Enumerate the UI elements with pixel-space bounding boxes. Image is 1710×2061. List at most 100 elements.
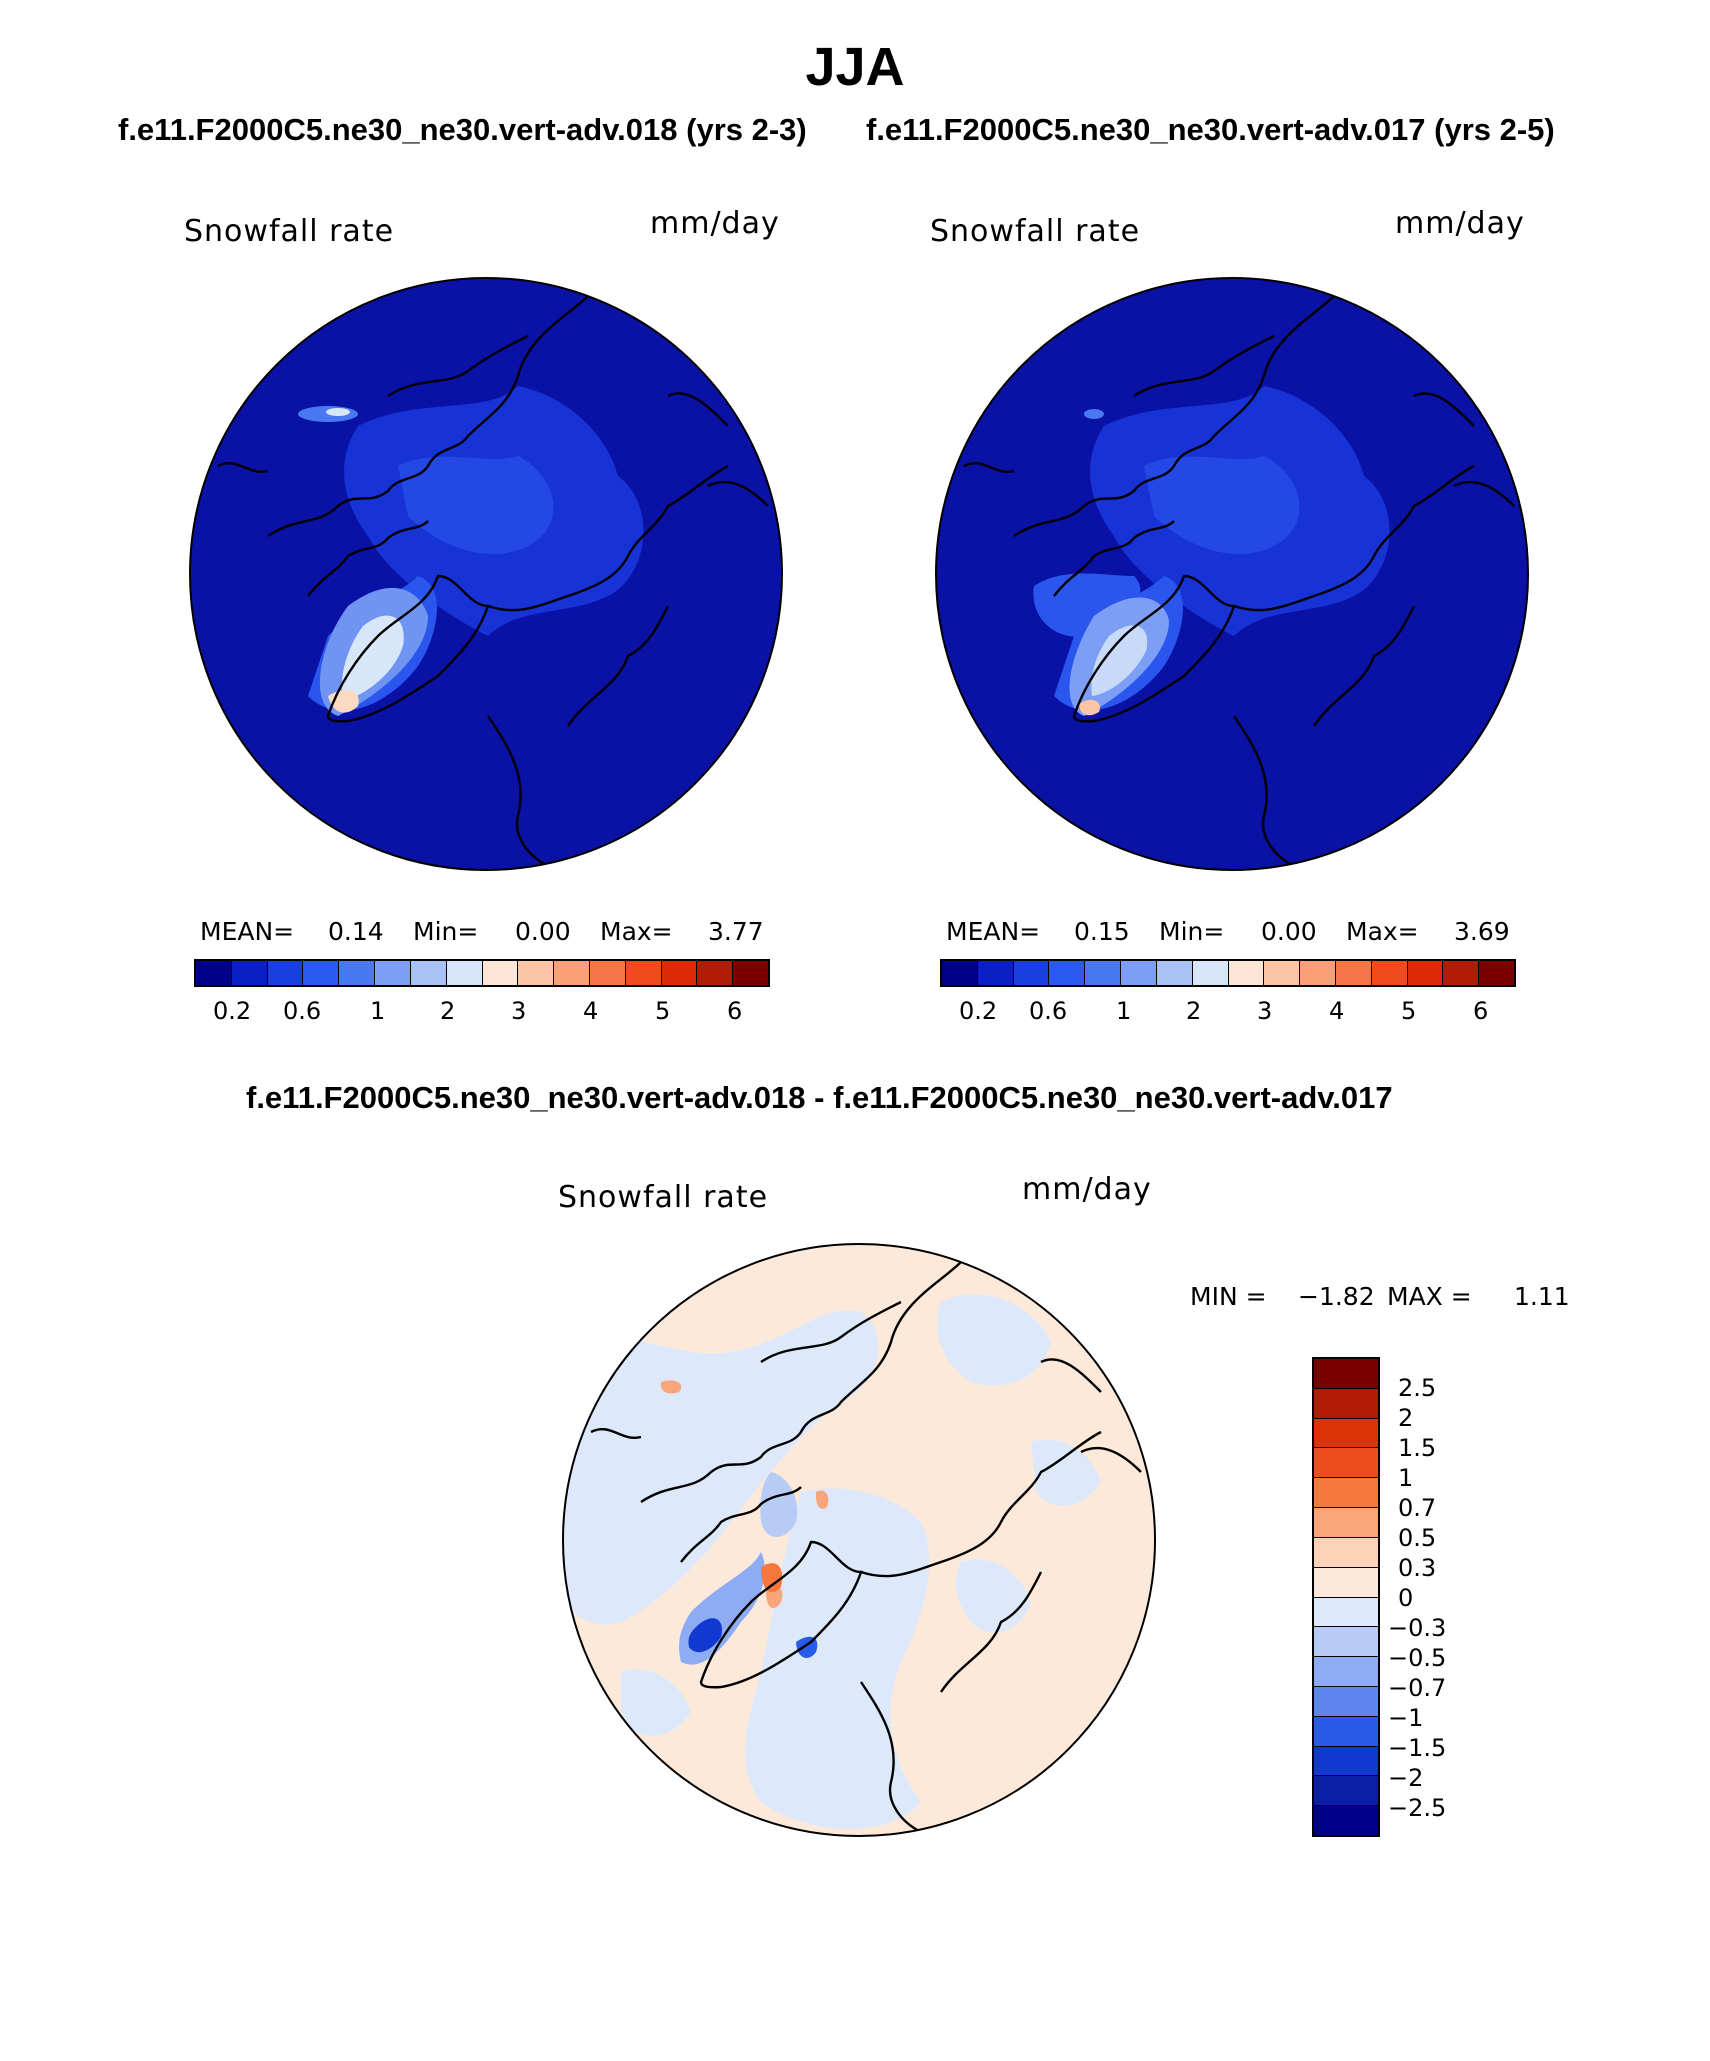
colorbar-swatch bbox=[1314, 1805, 1378, 1835]
diff-max-value: 1.11 bbox=[1514, 1282, 1570, 1311]
colorbar-swatch bbox=[409, 961, 446, 985]
left-min-label: Min= bbox=[413, 917, 479, 946]
diff-colorbar-tick: −2 bbox=[1388, 1764, 1424, 1792]
colorbar-swatch bbox=[1442, 961, 1479, 985]
right-colorbar-tick: 2 bbox=[1186, 997, 1202, 1025]
colorbar-swatch bbox=[1314, 1447, 1378, 1478]
colorbar-swatch bbox=[1227, 961, 1264, 985]
diff-title: f.e11.F2000C5.ne30_ne30.vert-adv.018 - f… bbox=[246, 1080, 1393, 1115]
left-colorbar-tick: 0.2 bbox=[213, 997, 252, 1025]
right-polar-map bbox=[935, 277, 1529, 871]
colorbar-swatch bbox=[266, 961, 303, 985]
right-colorbar bbox=[940, 959, 1516, 987]
colorbar-swatch bbox=[1299, 961, 1335, 985]
left-mean-label: MEAN= bbox=[200, 917, 295, 946]
left-colorbar-tick: 3 bbox=[511, 997, 527, 1025]
colorbar-swatch bbox=[445, 961, 482, 985]
diff-colorbar-tick: 2.5 bbox=[1398, 1374, 1437, 1402]
diff-colorbar-tick: 1.5 bbox=[1398, 1434, 1437, 1462]
colorbar-swatch bbox=[517, 961, 554, 985]
right-colorbar-tick: 4 bbox=[1329, 997, 1345, 1025]
colorbar-swatch bbox=[1314, 1507, 1378, 1537]
right-colorbar-tick: 5 bbox=[1401, 997, 1417, 1025]
diff-min-label: MIN = bbox=[1190, 1282, 1267, 1311]
colorbar-swatch bbox=[1406, 961, 1443, 985]
colorbar-swatch bbox=[660, 961, 697, 985]
left-colorbar-tick: 0.6 bbox=[283, 997, 322, 1025]
diff-colorbar-tick: 2 bbox=[1398, 1404, 1414, 1432]
colorbar-swatch bbox=[196, 961, 231, 985]
left-mean-value: 0.14 bbox=[328, 917, 384, 946]
diff-units-label: mm/day bbox=[1022, 1172, 1152, 1207]
diff-colorbar-tick: 0 bbox=[1398, 1584, 1414, 1612]
diff-colorbar-tick: −0.5 bbox=[1388, 1644, 1447, 1672]
colorbar-swatch bbox=[1012, 961, 1049, 985]
diff-variable-label: Snowfall rate bbox=[558, 1180, 769, 1215]
colorbar-swatch bbox=[1084, 961, 1121, 985]
colorbar-swatch bbox=[942, 961, 977, 985]
right-max-value: 3.69 bbox=[1454, 917, 1510, 946]
diff-colorbar-tick: −1.5 bbox=[1388, 1734, 1447, 1762]
colorbar-swatch bbox=[1314, 1626, 1378, 1657]
diff-polar-map bbox=[562, 1243, 1156, 1837]
right-units-label: mm/day bbox=[1395, 206, 1525, 241]
colorbar-swatch bbox=[481, 961, 518, 985]
colorbar-swatch bbox=[1314, 1536, 1378, 1567]
colorbar-swatch bbox=[1314, 1387, 1378, 1418]
colorbar-swatch bbox=[1334, 961, 1371, 985]
colorbar-swatch bbox=[1263, 961, 1300, 985]
colorbar-swatch bbox=[732, 961, 768, 985]
left-max-value: 3.77 bbox=[708, 917, 764, 946]
diff-colorbar-tick: 0.5 bbox=[1398, 1524, 1437, 1552]
left-colorbar-tick: 6 bbox=[727, 997, 743, 1025]
colorbar-swatch bbox=[976, 961, 1013, 985]
right-colorbar-tick: 0.2 bbox=[959, 997, 998, 1025]
diff-colorbar-tick: −0.7 bbox=[1388, 1674, 1447, 1702]
diff-colorbar-tick: 1 bbox=[1398, 1464, 1414, 1492]
left-colorbar-tick: 2 bbox=[440, 997, 456, 1025]
colorbar-swatch bbox=[1314, 1359, 1378, 1388]
diff-colorbar-tick: −1 bbox=[1388, 1704, 1424, 1732]
diff-colorbar-tick: 0.7 bbox=[1398, 1494, 1437, 1522]
left-polar-map bbox=[189, 277, 783, 871]
colorbar-swatch bbox=[553, 961, 589, 985]
left-colorbar-tick: 1 bbox=[370, 997, 386, 1025]
left-case-title: f.e11.F2000C5.ne30_ne30.vert-adv.018 (yr… bbox=[118, 112, 807, 147]
colorbar-swatch bbox=[624, 961, 661, 985]
diff-min-value: −1.82 bbox=[1298, 1282, 1375, 1311]
colorbar-swatch bbox=[230, 961, 267, 985]
right-colorbar-tick: 0.6 bbox=[1029, 997, 1068, 1025]
colorbar-swatch bbox=[374, 961, 410, 985]
left-variable-label: Snowfall rate bbox=[184, 214, 395, 249]
right-case-title: f.e11.F2000C5.ne30_ne30.vert-adv.017 (yr… bbox=[866, 112, 1555, 147]
right-colorbar-tick: 1 bbox=[1116, 997, 1132, 1025]
right-mean-value: 0.15 bbox=[1074, 917, 1130, 946]
left-colorbar-tick: 4 bbox=[583, 997, 599, 1025]
right-min-label: Min= bbox=[1159, 917, 1225, 946]
diff-max-label: MAX = bbox=[1387, 1282, 1472, 1311]
left-units-label: mm/day bbox=[650, 206, 780, 241]
right-min-value: 0.00 bbox=[1261, 917, 1317, 946]
left-colorbar bbox=[194, 959, 770, 987]
colorbar-swatch bbox=[338, 961, 375, 985]
colorbar-swatch bbox=[1478, 961, 1514, 985]
diff-colorbar-tick: −0.3 bbox=[1388, 1614, 1447, 1642]
colorbar-swatch bbox=[696, 961, 733, 985]
colorbar-swatch bbox=[1314, 1477, 1378, 1508]
right-max-label: Max= bbox=[1346, 917, 1419, 946]
season-title: JJA bbox=[805, 37, 905, 97]
colorbar-swatch bbox=[1314, 1685, 1378, 1716]
right-variable-label: Snowfall rate bbox=[930, 214, 1141, 249]
colorbar-swatch bbox=[1314, 1656, 1378, 1686]
right-colorbar-tick: 3 bbox=[1257, 997, 1273, 1025]
colorbar-swatch bbox=[1314, 1775, 1378, 1806]
colorbar-swatch bbox=[1314, 1596, 1378, 1627]
colorbar-swatch bbox=[1155, 961, 1192, 985]
colorbar-swatch bbox=[1314, 1566, 1378, 1597]
diff-colorbar-tick: −2.5 bbox=[1388, 1794, 1447, 1822]
colorbar-swatch bbox=[588, 961, 625, 985]
left-max-label: Max= bbox=[600, 917, 673, 946]
colorbar-swatch bbox=[1048, 961, 1085, 985]
colorbar-swatch bbox=[302, 961, 339, 985]
left-colorbar-tick: 5 bbox=[655, 997, 671, 1025]
